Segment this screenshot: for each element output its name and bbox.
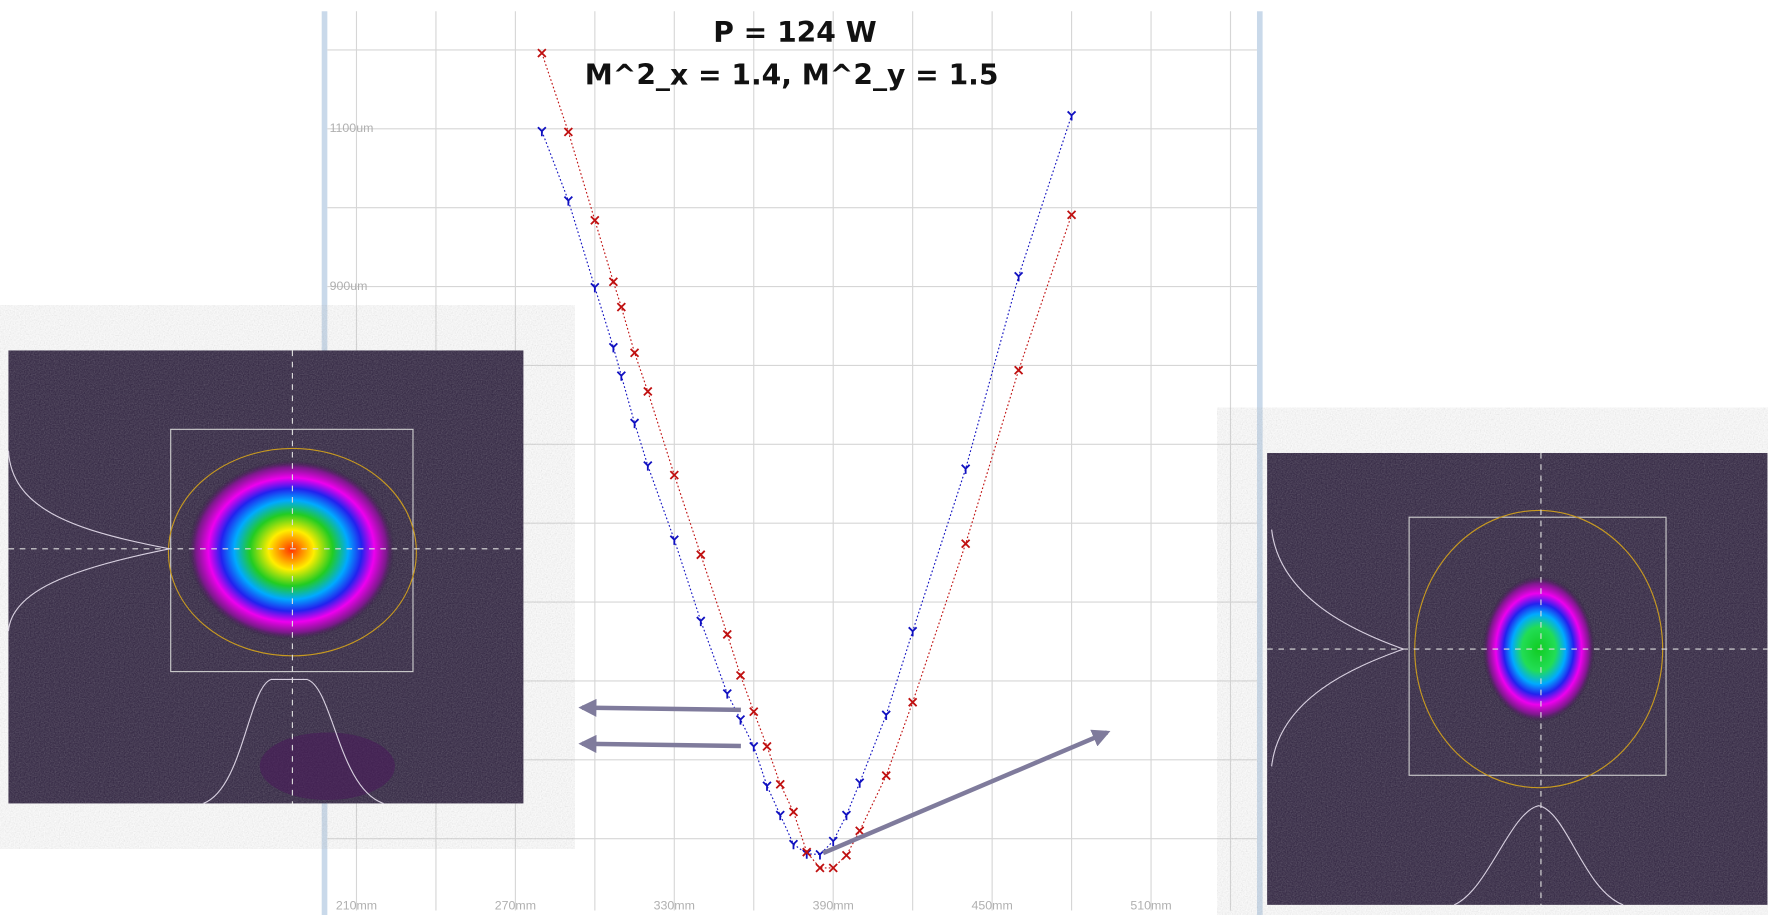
x-tick-label: 510mm (1130, 898, 1171, 912)
frame-right (1257, 11, 1263, 915)
chart: 210mm 270mm 330mm 390mm 450mm 510mm 900um 1100u… (0, 0, 1768, 915)
page: {"chart_data": {"type": "scatter", "anno… (0, 0, 1768, 915)
annotation: M^2_x = 1.4, M^2_y = 1.5 (585, 59, 999, 92)
annotation: P = 124 W (713, 16, 876, 49)
x-tick-label: 210mm (336, 898, 377, 912)
x-tick-label: 330mm (654, 898, 695, 912)
x-tick-label: 450mm (971, 898, 1012, 912)
y-tick-label: 900um (330, 279, 368, 293)
beam-image-right (1267, 453, 1767, 905)
beam-image-left (8, 350, 523, 803)
y-tick-label: 1100um (330, 121, 374, 135)
x-tick-label: 390mm (813, 898, 854, 912)
x-tick-label: 270mm (495, 898, 536, 912)
